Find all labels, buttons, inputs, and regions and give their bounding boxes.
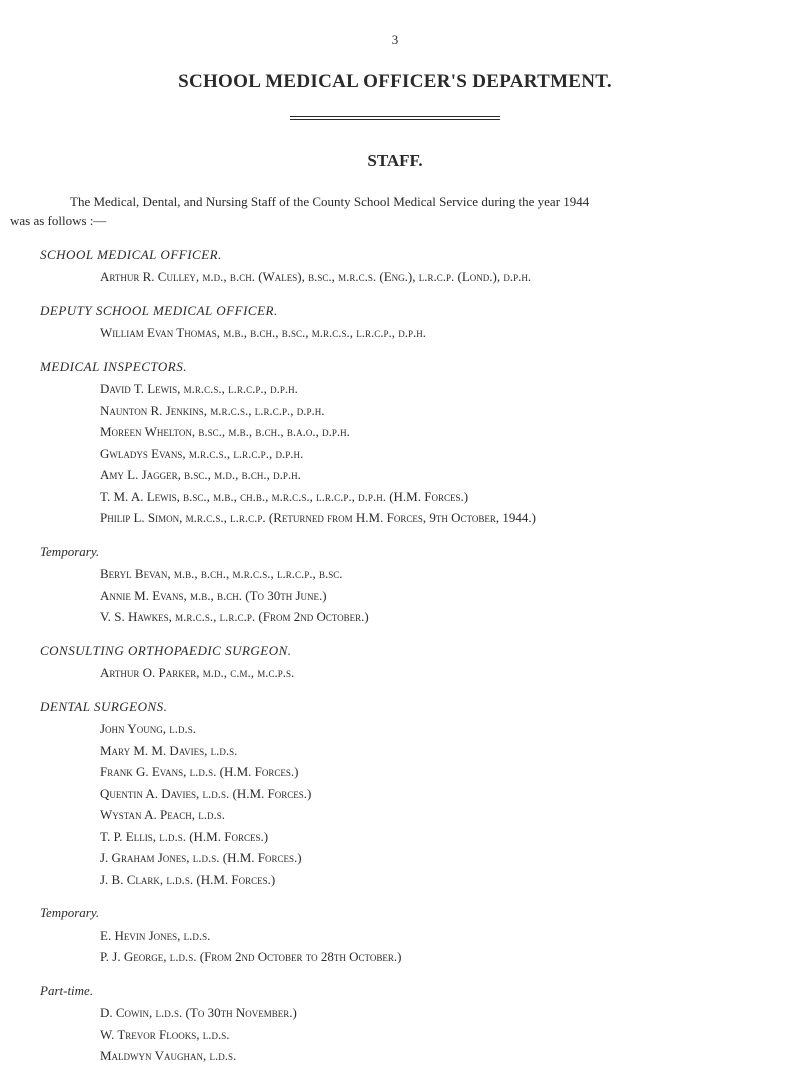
section-head-dsmo: DEPUTY SCHOOL MEDICAL OFFICER.	[40, 301, 750, 321]
person: Naunton R. Jenkins, m.r.c.s., l.r.c.p., …	[100, 401, 750, 421]
person: Moreen Whelton, b.sc., m.b., b.ch., b.a.…	[100, 422, 750, 442]
person: Arthur O. Parker, m.d., c.m., m.c.p.s.	[100, 663, 750, 683]
page-number: 3	[40, 30, 750, 50]
person: William Evan Thomas, m.b., b.ch., b.sc.,…	[100, 323, 750, 343]
person: P. J. George, l.d.s. (From 2nd October t…	[100, 947, 750, 967]
person: Gwladys Evans, m.r.c.s., l.r.c.p., d.p.h…	[100, 444, 750, 464]
person: W. Trevor Flooks, l.d.s.	[100, 1025, 750, 1045]
person: Beryl Bevan, m.b., b.ch., m.r.c.s., l.r.…	[100, 564, 750, 584]
intro-text: The Medical, Dental, and Nursing Staff o…	[40, 192, 750, 231]
person: Quentin A. Davies, l.d.s. (H.M. Forces.)	[100, 784, 750, 804]
section-cos: CONSULTING ORTHOPAEDIC SURGEON. Arthur O…	[40, 641, 750, 683]
person: Wystan A. Peach, l.d.s.	[100, 805, 750, 825]
section-mi-temp: Temporary. Beryl Bevan, m.b., b.ch., m.r…	[40, 542, 750, 627]
section-ds: DENTAL SURGEONS. John Young, l.d.s. Mary…	[40, 697, 750, 890]
section-head-mi: MEDICAL INSPECTORS.	[40, 357, 750, 377]
section-head-pt: Part-time.	[40, 981, 750, 1001]
person: David T. Lewis, m.r.c.s., l.r.c.p., d.p.…	[100, 379, 750, 399]
title-underline	[290, 116, 500, 120]
section-ds-temp: Temporary. E. Hevin Jones, l.d.s. P. J. …	[40, 903, 750, 967]
person: John Young, l.d.s.	[100, 719, 750, 739]
section-head-cos: CONSULTING ORTHOPAEDIC SURGEON.	[40, 641, 750, 661]
section-mi: MEDICAL INSPECTORS. David T. Lewis, m.r.…	[40, 357, 750, 528]
person: Annie M. Evans, m.b., b.ch. (To 30th Jun…	[100, 586, 750, 606]
person: J. B. Clark, l.d.s. (H.M. Forces.)	[100, 870, 750, 890]
person: T. P. Ellis, l.d.s. (H.M. Forces.)	[100, 827, 750, 847]
section-dsmo: DEPUTY SCHOOL MEDICAL OFFICER. William E…	[40, 301, 750, 343]
person: Frank G. Evans, l.d.s. (H.M. Forces.)	[100, 762, 750, 782]
person: Mary M. M. Davies, l.d.s.	[100, 741, 750, 761]
section-head-smo: SCHOOL MEDICAL OFFICER.	[40, 245, 750, 265]
person: Philip L. Simon, m.r.c.s., l.r.c.p. (Ret…	[100, 508, 750, 528]
section-head-temp: Temporary.	[40, 903, 750, 923]
person: D. Cowin, l.d.s. (To 30th November.)	[100, 1003, 750, 1023]
person: E. Hevin Jones, l.d.s.	[100, 926, 750, 946]
person: V. S. Hawkes, m.r.c.s., l.r.c.p. (From 2…	[100, 607, 750, 627]
intro-line2: was as follows :—	[10, 213, 106, 228]
section-smo: SCHOOL MEDICAL OFFICER. Arthur R. Culley…	[40, 245, 750, 287]
main-title: SCHOOL MEDICAL OFFICER'S DEPARTMENT.	[40, 68, 750, 97]
person: Amy L. Jagger, b.sc., m.d., b.ch., d.p.h…	[100, 465, 750, 485]
intro-line1: The Medical, Dental, and Nursing Staff o…	[70, 194, 589, 209]
person: Arthur R. Culley, m.d., b.ch. (Wales), b…	[100, 267, 750, 287]
staff-heading: STAFF.	[40, 148, 750, 174]
person: T. M. A. Lewis, b.sc., m.b., ch.b., m.r.…	[100, 487, 750, 507]
section-ds-pt: Part-time. D. Cowin, l.d.s. (To 30th Nov…	[40, 981, 750, 1066]
section-head-temp: Temporary.	[40, 542, 750, 562]
person: Maldwyn Vaughan, l.d.s.	[100, 1046, 750, 1066]
section-head-ds: DENTAL SURGEONS.	[40, 697, 750, 717]
person: J. Graham Jones, l.d.s. (H.M. Forces.)	[100, 848, 750, 868]
